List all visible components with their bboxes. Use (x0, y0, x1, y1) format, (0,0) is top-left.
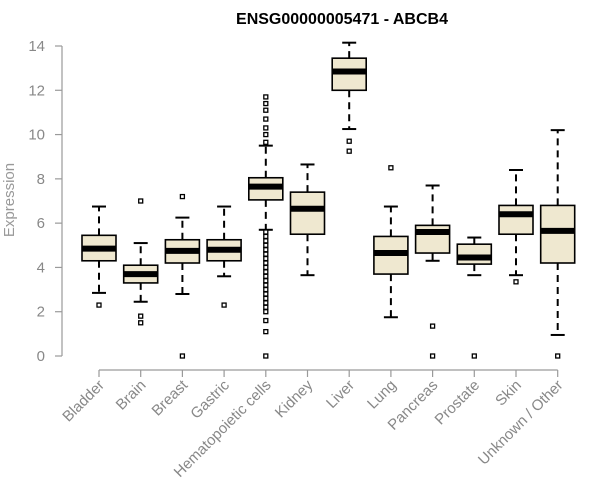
outlier-point (263, 278, 269, 284)
outlier-point (429, 323, 436, 329)
outlier-point (388, 165, 394, 171)
x-tick-label: Liver (323, 377, 358, 412)
y-tick-label: 2 (37, 304, 45, 321)
x-tick-label: Lung (364, 377, 400, 413)
y-tick-label: 14 (28, 38, 45, 55)
outlier-point (263, 304, 269, 310)
outlier-point (263, 295, 269, 302)
outlier-point (263, 273, 269, 279)
outlier-point (179, 353, 186, 359)
outlier-point (263, 94, 269, 100)
outlier-point (263, 247, 269, 253)
y-tick-label: 0 (37, 348, 45, 365)
outlier-point (263, 291, 269, 297)
x-tick-label: Kidney (272, 376, 317, 421)
outlier-point (513, 279, 519, 285)
box-iqr (498, 204, 534, 236)
y-tick-label: 4 (37, 259, 45, 276)
outlier-point (263, 116, 269, 122)
outlier-point (263, 125, 269, 131)
outlier-point (263, 131, 269, 138)
outlier-point (263, 233, 269, 240)
box-group (498, 169, 534, 285)
outlier-point (263, 328, 269, 335)
outlier-point (263, 229, 269, 235)
outlier-point (263, 309, 269, 315)
box-group (81, 205, 117, 308)
y-tick-label: 10 (28, 127, 45, 144)
outlier-point (138, 313, 144, 319)
outlier-point (263, 238, 269, 244)
y-tick-label: 6 (37, 215, 45, 232)
outlier-point (263, 264, 269, 271)
outlier-point (179, 193, 186, 200)
x-tick-label: Bladder (59, 377, 108, 426)
outlier-point (429, 353, 436, 359)
box-group (456, 236, 493, 359)
chart-title: ENSG00000005471 - ABCB4 (236, 11, 448, 28)
box-group (122, 198, 159, 326)
outlier-point (263, 255, 269, 262)
outlier-point (263, 317, 269, 324)
outlier-point (346, 138, 352, 144)
y-tick-label: 8 (37, 171, 45, 188)
outlier-point (555, 353, 561, 359)
box-iqr (539, 204, 576, 264)
y-axis-label: Expression (1, 163, 18, 237)
outlier-point (263, 353, 269, 359)
box-group (248, 94, 284, 359)
x-tick-label: Breast (149, 376, 192, 419)
outlier-point (263, 251, 269, 257)
outlier-point (263, 286, 269, 293)
outlier-point (263, 139, 269, 145)
outlier-point (138, 198, 144, 204)
box-group (373, 165, 409, 319)
outlier-point (263, 100, 269, 107)
box-iqr (456, 243, 493, 265)
x-tick-label: Prostate (432, 377, 484, 429)
x-tick-label: Brain (113, 377, 150, 414)
outlier-point (346, 148, 352, 154)
outlier-point (471, 353, 477, 359)
outlier-point (221, 302, 227, 308)
outlier-point (263, 107, 269, 113)
box-group (289, 163, 326, 277)
box-group (206, 205, 242, 308)
box-group (539, 129, 576, 359)
x-tick-label: Skin (492, 377, 525, 410)
box-group (164, 193, 201, 359)
box-iqr (289, 191, 326, 236)
outlier-point (138, 320, 144, 326)
outlier-point (263, 300, 269, 306)
box-group (331, 41, 368, 154)
y-tick-label: 12 (28, 82, 45, 99)
box-group (414, 184, 451, 359)
outlier-point (263, 282, 269, 288)
outlier-point (96, 302, 102, 308)
outlier-point (263, 269, 269, 275)
outlier-point (263, 242, 269, 248)
outlier-point (263, 260, 269, 266)
boxes-group (81, 41, 576, 359)
y-axis: 0 2 4 6 8 10 12 14 (28, 38, 63, 365)
